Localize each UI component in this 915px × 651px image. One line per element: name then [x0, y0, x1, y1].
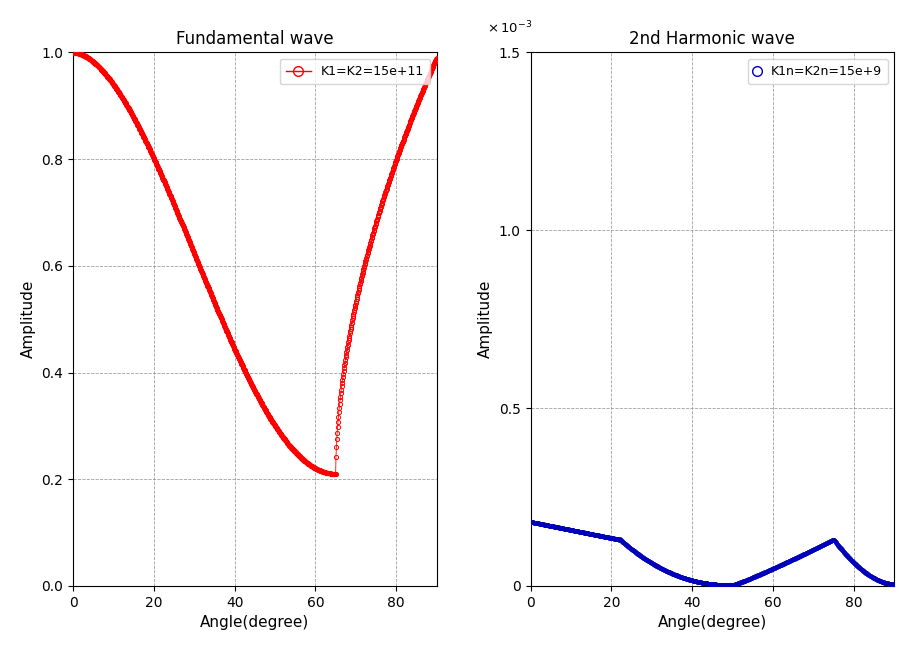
Text: $\times\,10^{-3}$: $\times\,10^{-3}$ — [487, 20, 533, 36]
Y-axis label: Amplitude: Amplitude — [21, 280, 36, 358]
Legend: K1=K2=15e+11: K1=K2=15e+11 — [280, 59, 430, 84]
Title: Fundamental wave: Fundamental wave — [176, 30, 334, 48]
X-axis label: Angle(degree): Angle(degree) — [200, 615, 309, 630]
X-axis label: Angle(degree): Angle(degree) — [658, 615, 767, 630]
Legend: K1n=K2n=15e+9: K1n=K2n=15e+9 — [748, 59, 888, 84]
Title: 2nd Harmonic wave: 2nd Harmonic wave — [630, 30, 795, 48]
Y-axis label: Amplitude: Amplitude — [479, 280, 493, 358]
